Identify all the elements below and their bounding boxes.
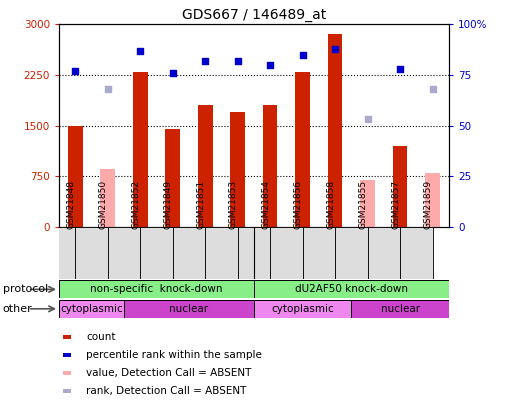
Bar [75,227,108,279]
Bar [393,146,407,227]
Text: GSM21851: GSM21851 [196,180,205,229]
Point [428,86,437,92]
Bar [165,129,180,227]
Point [169,70,177,76]
Text: GSM21858: GSM21858 [326,180,335,229]
Point [299,51,307,58]
Bar [360,179,375,227]
Text: rank, Detection Call = ABSENT: rank, Detection Call = ABSENT [86,386,247,396]
Bar [400,227,432,279]
Title: GDS667 / 146489_at: GDS667 / 146489_at [182,8,326,22]
Point [233,58,242,64]
Point [364,116,372,123]
Bar [425,173,440,227]
Text: non-specific  knock-down: non-specific knock-down [90,284,223,294]
Bar [68,126,83,227]
Bar [230,112,245,227]
Bar [133,72,148,227]
Point [201,58,209,64]
Bar [328,34,343,227]
Bar [254,300,351,318]
Bar [63,390,71,394]
Bar [63,335,71,339]
Point [136,47,144,54]
Bar [59,280,254,298]
Text: percentile rank within the sample: percentile rank within the sample [86,350,262,360]
Bar [101,169,115,227]
Bar [63,371,71,375]
Text: GSM21857: GSM21857 [391,180,400,229]
Text: GSM21850: GSM21850 [98,180,108,229]
Text: count: count [86,332,116,342]
Text: GSM21856: GSM21856 [293,180,303,229]
Text: GSM21859: GSM21859 [424,180,432,229]
Text: nuclear: nuclear [169,304,208,314]
Point [396,66,404,72]
Bar [238,227,270,279]
Text: other: other [3,304,32,314]
Text: protocol: protocol [3,284,48,294]
Bar [205,227,238,279]
Bar [43,227,75,279]
Point [266,62,274,68]
Text: dU2AF50 knock-down: dU2AF50 knock-down [295,284,408,294]
Bar [303,227,335,279]
Text: nuclear: nuclear [381,304,420,314]
Bar [198,105,212,227]
Point [104,86,112,92]
Bar [108,227,140,279]
Bar [351,300,449,318]
Bar [124,300,254,318]
Bar [295,72,310,227]
Text: cytoplasmic: cytoplasmic [271,304,334,314]
Text: GSM21849: GSM21849 [164,181,173,229]
Bar [270,227,303,279]
Bar [335,227,368,279]
Bar [368,227,400,279]
Text: GSM21855: GSM21855 [359,180,368,229]
Bar [254,280,449,298]
Text: GSM21852: GSM21852 [131,181,140,229]
Text: value, Detection Call = ABSENT: value, Detection Call = ABSENT [86,368,252,378]
Text: cytoplasmic: cytoplasmic [60,304,123,314]
Bar [263,105,278,227]
Bar [63,353,71,357]
Point [71,68,80,74]
Text: GSM21853: GSM21853 [229,180,238,229]
Bar [173,227,205,279]
Bar [140,227,173,279]
Bar [59,300,124,318]
Point [331,45,339,52]
Text: GSM21854: GSM21854 [261,181,270,229]
Text: GSM21848: GSM21848 [66,181,75,229]
